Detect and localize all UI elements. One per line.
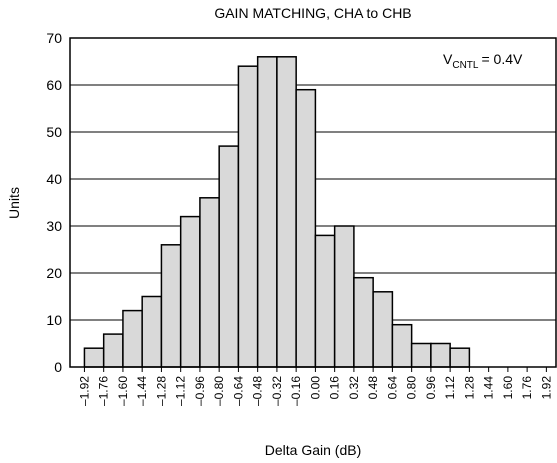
- x-tick-label: –0.16: [289, 376, 303, 406]
- x-tick-label: –0.64: [231, 376, 245, 406]
- bar: [333, 225, 355, 368]
- y-tick-label: 0: [54, 359, 62, 375]
- y-tick-label: 10: [46, 312, 62, 328]
- x-tick-label: –1.92: [77, 376, 91, 406]
- bar: [122, 309, 143, 368]
- bar: [102, 333, 124, 368]
- x-tick-label: –1.12: [174, 376, 188, 406]
- bar: [160, 244, 182, 368]
- x-tick-label: 1.12: [443, 376, 457, 400]
- bar: [256, 56, 278, 368]
- bar: [218, 145, 240, 368]
- x-tick-label: –0.32: [270, 376, 284, 406]
- x-tick-label: –0.96: [193, 376, 207, 406]
- y-tick-label: 70: [46, 30, 62, 46]
- x-tick-label: 0.80: [405, 376, 419, 400]
- chart-title: GAIN MATCHING, CHA to CHB: [214, 5, 411, 21]
- bar: [179, 215, 201, 368]
- bar: [237, 65, 259, 368]
- plot-frame: [69, 37, 557, 368]
- x-tick-label: 0.32: [347, 376, 361, 400]
- bar: [276, 56, 297, 368]
- annotation-subscript: CNTL: [452, 60, 479, 71]
- x-axis-label: Delta Gain (dB): [265, 442, 361, 458]
- x-tick-label: 0.96: [424, 376, 438, 400]
- x-tick-label: 1.44: [482, 376, 496, 400]
- annotation-suffix: = 0.4V: [481, 51, 523, 67]
- x-tick-label: –0.48: [251, 376, 265, 406]
- x-tick-label: 0.00: [308, 376, 322, 400]
- annotation: VCNTL = 0.4V: [443, 51, 523, 71]
- bar: [372, 291, 394, 368]
- x-tick-label: 0.16: [328, 376, 342, 400]
- x-tick-label: –1.60: [116, 376, 130, 406]
- x-tick-label: –0.80: [212, 376, 226, 406]
- bar: [430, 342, 451, 368]
- x-tick-label: –1.28: [154, 376, 168, 406]
- bar: [314, 234, 336, 368]
- bar: [141, 295, 163, 368]
- x-tick-label: 1.92: [539, 376, 553, 400]
- x-tick-label: 1.60: [501, 376, 515, 400]
- bar: [353, 276, 374, 368]
- x-tick-label: 1.76: [520, 376, 534, 400]
- y-tick-label: 40: [46, 171, 62, 187]
- bar: [295, 88, 317, 368]
- y-tick-label: 60: [46, 77, 62, 93]
- bar: [199, 197, 220, 368]
- y-axis-label: Units: [6, 187, 22, 219]
- bar: [83, 347, 105, 368]
- bar: [410, 342, 432, 368]
- x-tick-label: 1.28: [462, 376, 476, 400]
- x-tick-label: –1.76: [97, 376, 111, 406]
- y-tick-label: 50: [46, 124, 62, 140]
- x-tick-label: 0.48: [366, 376, 380, 400]
- x-tick-label: –1.44: [135, 376, 149, 406]
- x-tick-label: 0.64: [385, 376, 399, 400]
- y-tick-label: 20: [46, 265, 62, 281]
- y-tick-label: 30: [46, 218, 62, 234]
- annotation-text: V: [443, 51, 453, 67]
- bar: [391, 323, 413, 368]
- bar: [449, 347, 471, 368]
